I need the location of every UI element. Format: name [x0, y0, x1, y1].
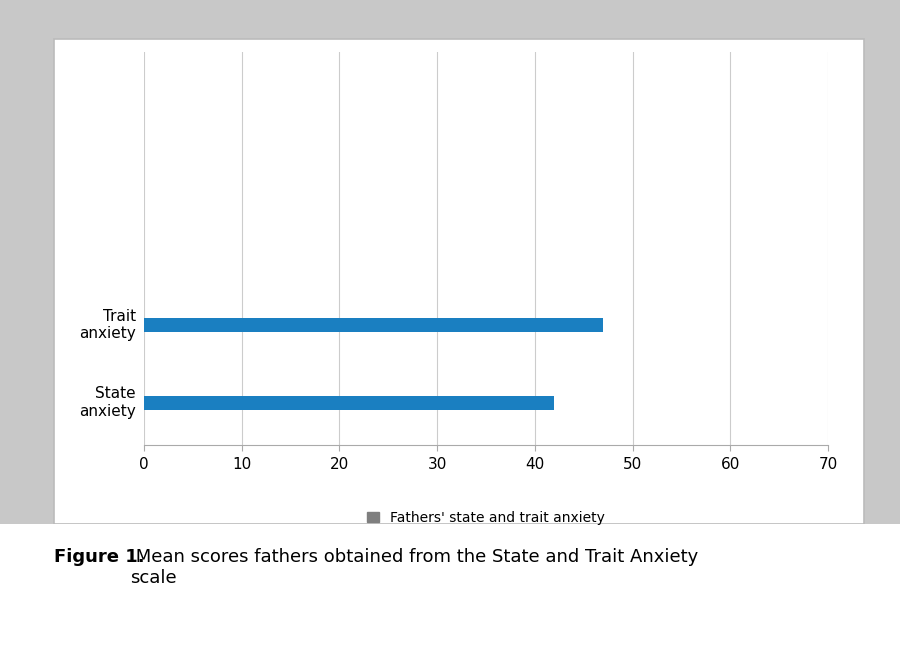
- Bar: [144, 396, 554, 409]
- Bar: [144, 318, 603, 332]
- Text: Figure 1.: Figure 1.: [54, 548, 145, 566]
- Text: Mean scores fathers obtained from the State and Trait Anxiety
scale: Mean scores fathers obtained from the St…: [130, 548, 698, 587]
- Legend: Fathers' state and trait anxiety: Fathers' state and trait anxiety: [367, 511, 605, 525]
